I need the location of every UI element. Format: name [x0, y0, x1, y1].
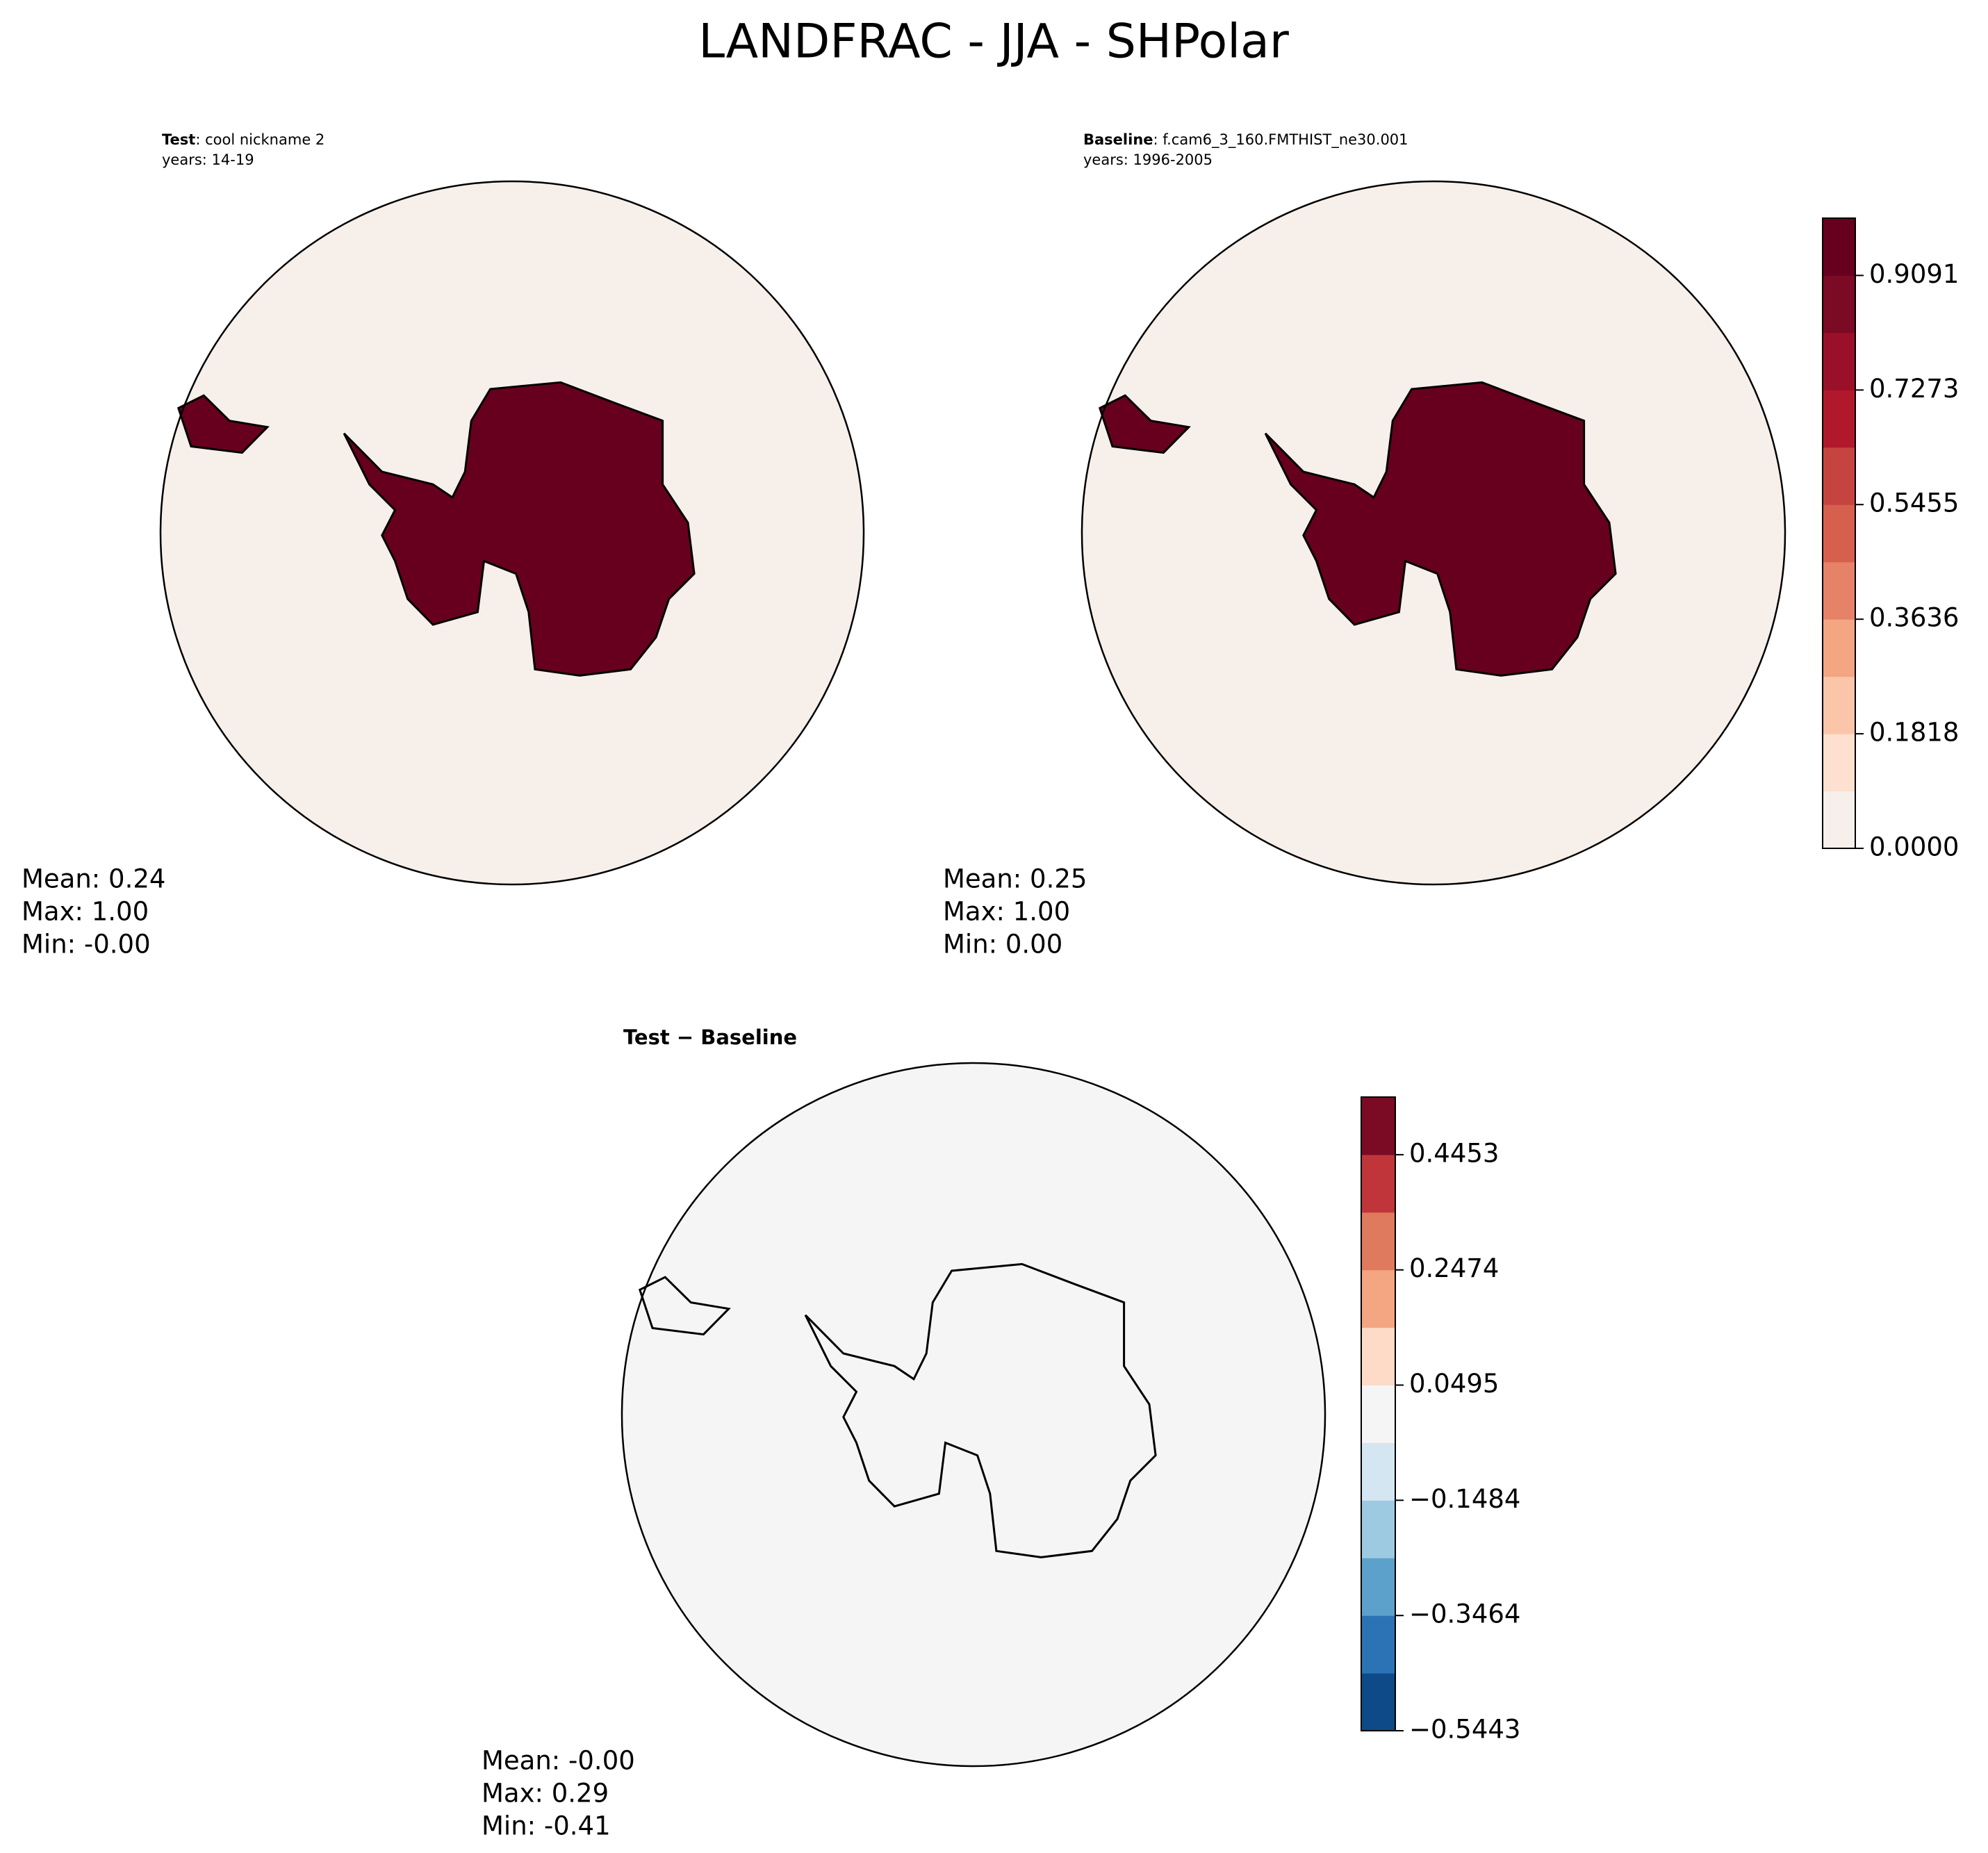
colorbar-tick-label: −0.5443: [1409, 1715, 1520, 1745]
panel-years: years: 1996-2005: [1083, 151, 1213, 168]
panel-label: Baseline: [1083, 131, 1153, 148]
panel-title: Test: cool nickname 2: [162, 131, 325, 148]
colorbar-band: [1361, 1442, 1395, 1501]
colorbar-band: [1361, 1154, 1395, 1213]
colorbar-frame: [1361, 1096, 1396, 1731]
panel-stat: Max: 0.29: [482, 1779, 609, 1809]
colorbar-band: [1361, 1673, 1395, 1731]
antarctica: [804, 1262, 1157, 1558]
colorbar-tick-label: 0.3636: [1869, 603, 1959, 633]
colorbar-tick-label: 0.5455: [1869, 488, 1959, 518]
antarctica: [1264, 381, 1617, 677]
colorbar-band: [1823, 275, 1855, 333]
map-boundary: [621, 1062, 1326, 1768]
panel-stat: Max: 1.00: [22, 897, 149, 927]
panel-stat: Mean: 0.25: [943, 864, 1087, 894]
panel-stat: Max: 1.00: [943, 897, 1070, 927]
colorbar-band: [1361, 1385, 1395, 1443]
colorbar-tick-label: −0.1484: [1409, 1484, 1520, 1514]
colorbar-band: [1823, 447, 1855, 505]
panel-stat: Min: 0.00: [943, 930, 1062, 960]
panel-title: Baseline: f.cam6_3_160.FMTHIST_ne30.001: [1083, 131, 1408, 149]
figure-title: LANDFRAC - JJA - SHPolar: [698, 15, 1289, 69]
colorbar-band: [1823, 619, 1855, 677]
panel-label: Test: [162, 131, 195, 148]
colorbar-tick-label: 0.0495: [1409, 1369, 1499, 1399]
colorbar-tick-label: 0.0000: [1869, 832, 1959, 862]
colorbar-band: [1823, 734, 1855, 792]
panel-stat: Mean: 0.24: [22, 864, 165, 894]
colorbar-band: [1361, 1558, 1395, 1616]
colorbar-band: [1361, 1500, 1395, 1558]
map-boundary: [1081, 180, 1786, 886]
panel-stat: Mean: -0.00: [482, 1746, 635, 1776]
colorbar-band: [1361, 1615, 1395, 1674]
south-america: [1098, 394, 1191, 454]
colorbar-tick-label: 0.4453: [1409, 1138, 1499, 1168]
map-boundary: [159, 180, 865, 886]
antarctica: [343, 381, 696, 677]
panel-stat: Min: -0.00: [22, 930, 151, 960]
map-background: [622, 1063, 1325, 1766]
panel-title: Test − Baseline: [623, 1026, 797, 1049]
colorbar-tick-label: −0.3464: [1409, 1599, 1520, 1629]
panel-years: years: 14-19: [162, 151, 254, 168]
panel-case-name: : cool nickname 2: [195, 131, 325, 148]
south-america: [176, 394, 270, 454]
colorbar-band: [1823, 561, 1855, 620]
colorbar-band: [1361, 1269, 1395, 1328]
panel-stat: Min: -0.41: [482, 1811, 611, 1841]
colorbar-band: [1361, 1097, 1395, 1155]
colorbar-band: [1823, 332, 1855, 390]
colorbar-frame: [1822, 217, 1856, 849]
panel-case-name: : f.cam6_3_160.FMTHIST_ne30.001: [1153, 131, 1408, 149]
colorbar-band: [1823, 676, 1855, 734]
south-america: [638, 1276, 731, 1336]
colorbar-tick-label: 0.7273: [1869, 374, 1959, 404]
colorbar-tick-label: 0.2474: [1409, 1253, 1499, 1283]
colorbar-band: [1361, 1327, 1395, 1386]
colorbar-band: [1823, 218, 1855, 276]
colorbar-band: [1823, 390, 1855, 448]
colorbar-band: [1361, 1212, 1395, 1271]
colorbar-tick-label: 0.9091: [1869, 259, 1959, 289]
colorbar-band: [1823, 504, 1855, 563]
colorbar-band: [1823, 791, 1855, 849]
colorbar-tick-label: 0.1818: [1869, 718, 1959, 748]
